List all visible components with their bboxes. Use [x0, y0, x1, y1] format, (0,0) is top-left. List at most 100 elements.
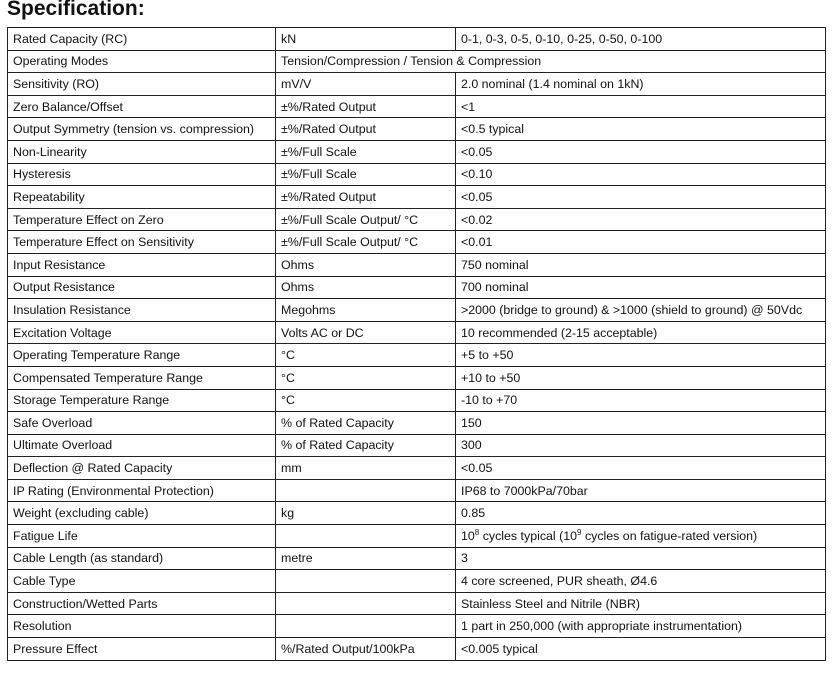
spec-name: Zero Balance/Offset [7, 94, 276, 119]
exponent: 8 [474, 527, 480, 537]
spec-unit: metre [275, 546, 456, 571]
spec-value: 2.0 nominal (1.4 nominal on 1kN) [455, 72, 826, 96]
spec-value: Stainless Steel and Nitrile (NBR) [455, 591, 826, 616]
spec-unit: Ohms [275, 275, 456, 300]
spec-value: 150 [455, 411, 826, 435]
spec-name: Temperature Effect on Sensitivity [7, 230, 276, 254]
spec-value: <0.01 [455, 230, 826, 254]
table-row: Non-Linearity ±%/Full Scale <0.05 [7, 139, 826, 164]
spec-name: Sensitivity (RO) [7, 72, 276, 96]
spec-value: <0.5 typical [455, 117, 826, 141]
spec-value: 300 [455, 433, 826, 458]
spec-name: Cable Length (as standard) [7, 546, 276, 571]
spec-value: <0.05 [455, 456, 826, 480]
table-row: Pressure Effect %/Rated Output/100kPa <0.0… [7, 637, 826, 661]
spec-name: Output Resistance [7, 275, 276, 300]
table-row: Cable Type 4 core screened, PUR sheath, Ø… [7, 569, 826, 593]
spec-unit: Volts AC or DC [275, 320, 456, 345]
table-row: Weight (excluding cable) kg 0.85 [7, 501, 826, 526]
spec-unit: ±%/Full Scale Output/ °C [275, 230, 456, 254]
table-row: Input Resistance Ohms 750 nominal [7, 252, 826, 277]
spec-value: 1 part in 250,000 (with appropriate inst… [455, 614, 826, 639]
table-row: Output Symmetry (tension vs. compression… [7, 117, 826, 141]
spec-name: Input Resistance [7, 252, 276, 277]
table-row: Temperature Effect on Sensitivity ±%/Full… [7, 230, 826, 254]
spec-value: <0.10 [455, 162, 826, 187]
page-title: Specification: [7, 0, 145, 20]
value-text: 10 [461, 528, 475, 543]
table-row: Storage Temperature Range °C -10 to +70 [7, 388, 826, 413]
spec-unit: ±%/Rated Output [275, 117, 456, 141]
spec-name: Operating Temperature Range [7, 343, 276, 367]
spec-name: Fatigue Life [7, 524, 276, 548]
spec-name: Storage Temperature Range [7, 388, 276, 413]
table-row: Hysteresis ±%/Full Scale <0.10 [7, 162, 826, 187]
table-row: Rated Capacity (RC) kN 0-1, 0-3, 0-5, 0-10… [7, 27, 826, 51]
spec-unit: mV/V [275, 72, 456, 96]
table-row: Insulation Resistance Megohms >2000 (bridg… [7, 298, 826, 322]
table-row: Zero Balance/Offset ±%/Rated Output <1 [7, 94, 826, 119]
spec-value: IP68 to 7000kPa/70bar [455, 478, 826, 503]
table-row: Construction/Wetted Parts Stainless Steel… [7, 591, 826, 616]
spec-value: <1 [455, 94, 826, 119]
spec-unit: ±%/Rated Output [275, 94, 456, 119]
spec-value: <0.02 [455, 207, 826, 232]
table-row: Excitation Voltage Volts AC or DC 10 recom… [7, 320, 826, 345]
spec-unit: kN [275, 27, 456, 51]
spec-value: -10 to +70 [455, 388, 826, 413]
spec-name: Insulation Resistance [7, 298, 276, 322]
spec-value: 10 recommended (2-15 acceptable) [455, 320, 826, 345]
table-row: Deflection @ Rated Capacity mm <0.05 [7, 456, 826, 480]
spec-unit [275, 614, 456, 639]
spec-name: Deflection @ Rated Capacity [7, 456, 276, 480]
spec-value: 0-1, 0-3, 0-5, 0-10, 0-25, 0-50, 0-100 [455, 27, 826, 51]
spec-name: Output Symmetry (tension vs. compression… [7, 117, 276, 141]
table-row: Operating Temperature Range °C +5 to +50 [7, 343, 826, 367]
spec-unit: ±%/Full Scale Output/ °C [275, 207, 456, 232]
spec-unit [275, 591, 456, 616]
table-row: Repeatability ±%/Rated Output <0.05 [7, 185, 826, 209]
spec-unit: Ohms [275, 252, 456, 277]
value-text: cycles on fatigue-rated version) [581, 528, 758, 543]
spec-name: Cable Type [7, 569, 276, 593]
table-row: Compensated Temperature Range °C +10 to +5… [7, 365, 826, 390]
spec-value: <0.005 typical [455, 637, 826, 661]
spec-name: Excitation Voltage [7, 320, 276, 345]
spec-unit: mm [275, 456, 456, 480]
spec-value: 3 [455, 546, 826, 571]
spec-value: 108 cycles typical (109 cycles on fatigu… [455, 524, 826, 548]
table-row: Fatigue Life 108 cycles typical (109 cycl… [7, 524, 826, 548]
spec-value: >2000 (bridge to ground) & >1000 (shield… [455, 298, 826, 322]
table-row: IP Rating (Environmental Protection) IP68… [7, 478, 826, 503]
spec-name: Rated Capacity (RC) [7, 27, 276, 51]
spec-name: Repeatability [7, 185, 276, 209]
spec-unit: ±%/Rated Output [275, 185, 456, 209]
spec-value: +5 to +50 [455, 343, 826, 367]
spec-unit [275, 524, 456, 548]
table-row: Sensitivity (RO) mV/V 2.0 nominal (1.4 nom… [7, 72, 826, 96]
spec-unit: °C [275, 343, 456, 367]
spec-unit: % of Rated Capacity [275, 411, 456, 435]
spec-name: Non-Linearity [7, 139, 276, 164]
spec-unit: Tension/Compression / Tension & Compress… [275, 49, 826, 74]
spec-value: 750 nominal [455, 252, 826, 277]
spec-name: Ultimate Overload [7, 433, 276, 458]
spec-name: Weight (excluding cable) [7, 501, 276, 526]
spec-value: <0.05 [455, 139, 826, 164]
spec-value: 700 nominal [455, 275, 826, 300]
spec-name: Resolution [7, 614, 276, 639]
spec-name: Pressure Effect [7, 637, 276, 661]
spec-name: Compensated Temperature Range [7, 365, 276, 390]
spec-value: 0.85 [455, 501, 826, 526]
spec-unit [275, 478, 456, 503]
spec-unit: Megohms [275, 298, 456, 322]
table-row: Resolution 1 part in 250,000 (with approp… [7, 614, 826, 639]
spec-value: 4 core screened, PUR sheath, Ø4.6 [455, 569, 826, 593]
spec-name: Safe Overload [7, 411, 276, 435]
spec-value: +10 to +50 [455, 365, 826, 390]
spec-name: Operating Modes [7, 49, 276, 74]
table-row: Cable Length (as standard) metre 3 [7, 546, 826, 571]
table-row: Temperature Effect on Zero ±%/Full Scale … [7, 207, 826, 232]
specification-table: Rated Capacity (RC) kN 0-1, 0-3, 0-5, 0-10… [7, 27, 826, 661]
value-text: cycles typical (10 [479, 528, 578, 543]
